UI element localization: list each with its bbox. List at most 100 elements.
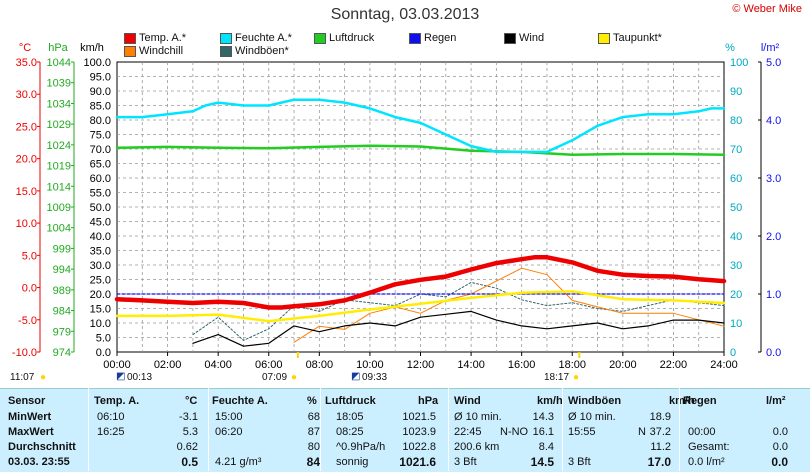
moonrise-time-1: 00:13 [127,372,153,383]
wind-tick-label: 15.0 [90,304,111,316]
pressure-tick-label: 989 [53,285,71,297]
pressure-tick-label: 1039 [47,78,71,90]
sun-icon: ● [40,372,47,383]
series-line-feuchtea [115,98,726,154]
sunset-time: 18:17 [544,372,570,383]
legend-swatch [598,32,610,44]
table-header-cell: Wind [454,395,481,407]
humidity-tick-label: 10 [730,318,742,330]
wind-tick-label: 45.0 [90,217,111,229]
table-header-cell: km/h [669,395,695,407]
table-cell: 14.5 [530,455,554,469]
time-tick-label: 04:00 [204,359,232,371]
chart-title: Sonntag, 03.03.2013 [330,6,480,23]
legend-label: Windchill [139,45,184,57]
temp-tick-label: -10.0 [12,347,37,359]
legend-item: Temp. A.* [124,32,186,44]
moonrise-time-2: 09:33 [362,372,388,383]
legend-item: Regen [409,32,456,44]
legend-item: Windböen* [220,45,289,57]
wind-tick-label: 100.0 [83,57,111,69]
legend-swatch [124,45,136,57]
table-cell: 80 [307,441,320,453]
humidity-tick-label: 20 [730,289,742,301]
table-column-separator [562,388,563,471]
time-tick-label: 14:00 [457,359,485,371]
table-cell: 37.2 [649,426,671,438]
time-tick-label: 08:00 [306,359,334,371]
time-tick-label: 24:00 [710,359,738,371]
table-cell: 1023.9 [402,426,436,438]
rain-tick-label: 0.0 [766,347,781,359]
legend-swatch [504,32,516,44]
series-line-wind [192,310,725,347]
legend-label: Regen [424,32,457,44]
table-cell: 84 [306,455,320,469]
temp-tick-label: 10.0 [16,218,37,230]
table-header-cell: km/h [537,395,563,407]
time-tick-label: 18:00 [558,359,586,371]
rain-unit: l/m² [761,42,780,54]
humidity-tick-label: 60 [730,173,742,185]
legend-swatch [220,45,232,57]
table-header-cell: Sensor [8,395,46,407]
table-cell: 18.9 [649,411,671,423]
table-row-label: Durchschnitt [8,441,76,453]
humidity-tick-label: 50 [730,202,742,214]
time-tick-label: 20:00 [609,359,637,371]
table-row-label: 03.03. 23:55 [8,456,70,468]
moonset-time: 11:07 [10,372,35,383]
rain-tick-label: 5.0 [766,57,781,69]
table-header-cell: l/m² [766,395,786,407]
table-cell: 06:10 [97,411,125,423]
wind-tick-label: 5.0 [96,333,111,345]
wind-tick-label: 85.0 [90,101,111,113]
table-cell: 15:55 [568,426,596,438]
table-cell: 0.0 l/m² [688,456,725,468]
time-tick-label: 22:00 [660,359,688,371]
time-tick-label: 00:00 [103,359,131,371]
table-cell: 00:00 [688,426,716,438]
pressure-tick-label: 974 [53,347,71,359]
table-header-cell: °C [185,395,198,407]
table-header-cell: Temp. A. [94,395,140,407]
table-cell: 3 Bft [454,456,477,468]
temp-tick-label: 35.0 [16,57,37,69]
table-cell: 1021.6 [399,455,436,469]
wind-tick-label: 0.0 [96,347,111,359]
humidity-tick-label: 70 [730,144,742,156]
legend-label: Feuchte A.* [235,32,292,44]
wind-tick-label: 50.0 [90,202,111,214]
temp-tick-label: 15.0 [16,186,37,198]
table-cell: Gesamt: [688,441,730,453]
sunrise-icon: ● [291,372,298,383]
humidity-tick-label: 80 [730,115,742,127]
table-cell: 08:25 [336,426,364,438]
table-header-cell: Luftdruck [325,395,376,407]
legend-swatch [314,32,326,44]
temp-tick-label: -5.0 [18,315,37,327]
table-column-separator [448,388,449,471]
rain-tick-label: 1.0 [766,289,781,301]
sunset-icon: ● [573,372,580,383]
table-cell: 17.0 [647,455,671,469]
pressure-tick-label: 1029 [47,119,71,131]
table-cell: N [638,426,646,438]
table-cell: 16.1 [532,426,554,438]
table-cell: 200.6 km [454,441,500,453]
copyright-label: © Weber Mike [732,3,802,15]
legend-item: Luftdruck [314,32,374,44]
table-cell: ^0.9hPa/h [336,441,386,453]
humidity-tick-label: 100 [730,57,748,69]
sun-moon-row: 11:07 ● ◩ 00:13 07:09 ● ◩ 09:33 18:17 ● [0,371,810,386]
humidity-unit: % [725,42,735,54]
series-line-taupunkt [115,290,726,323]
temp-tick-label: 30.0 [16,89,37,101]
table-cell: 8.4 [538,441,554,453]
table-cell: 0.5 [181,455,198,469]
pressure-tick-label: 994 [53,264,71,276]
pressure-tick-label: 1004 [47,223,71,235]
legend-label: Windböen* [235,45,289,57]
rain-tick-label: 2.0 [766,231,781,243]
wind-tick-label: 95.0 [90,72,111,84]
